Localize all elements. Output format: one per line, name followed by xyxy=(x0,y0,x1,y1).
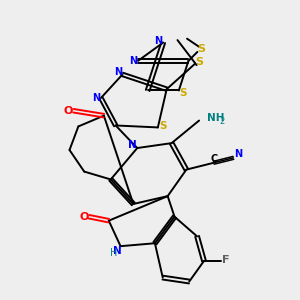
Text: S: S xyxy=(159,121,166,131)
Text: N: N xyxy=(129,56,137,66)
Text: C: C xyxy=(211,154,218,164)
Text: N: N xyxy=(234,149,242,159)
Text: H: H xyxy=(110,248,117,258)
Text: NH: NH xyxy=(207,113,225,123)
Text: N: N xyxy=(92,93,101,103)
Text: 2: 2 xyxy=(219,117,224,126)
Text: N: N xyxy=(128,140,136,149)
Text: N: N xyxy=(154,36,163,46)
Text: O: O xyxy=(64,106,73,116)
Text: S: S xyxy=(197,44,205,54)
Text: N: N xyxy=(114,67,122,77)
Text: O: O xyxy=(79,212,88,222)
Text: N: N xyxy=(112,246,122,256)
Text: F: F xyxy=(222,255,230,265)
Text: S: S xyxy=(179,88,187,98)
Text: S: S xyxy=(195,57,203,67)
